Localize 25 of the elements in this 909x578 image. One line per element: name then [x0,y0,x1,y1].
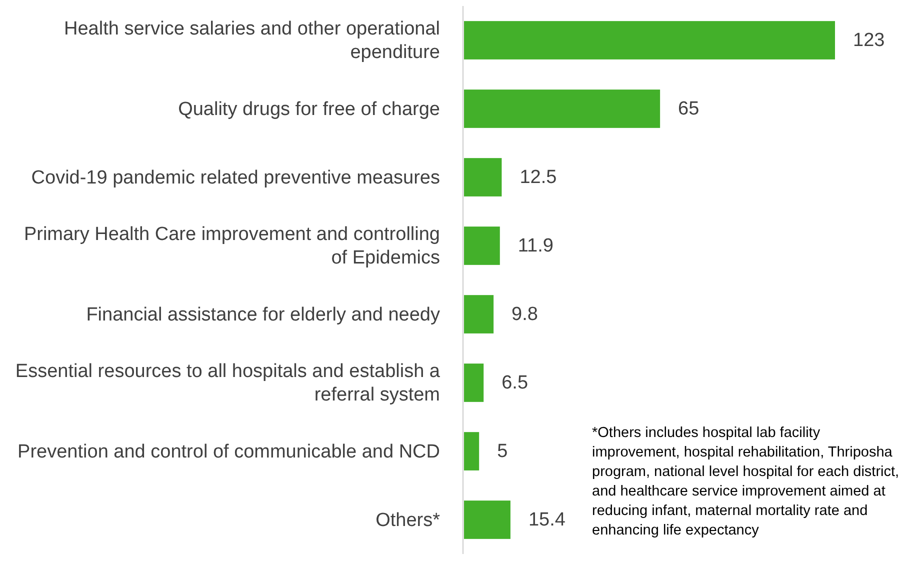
data-label: 12.5 [520,166,557,188]
bar [464,500,510,539]
data-label: 9.8 [512,304,538,325]
data-label: 123 [853,30,885,51]
y-tick-label: Financial assistance for elderly and needy [86,304,440,325]
data-label: 15.4 [528,509,566,530]
bar [464,158,502,196]
bar [464,364,484,402]
bar [464,21,835,60]
bar [464,432,480,470]
bar [464,295,494,334]
y-tick-label: Health service salaries and other operational ependiture [64,18,440,63]
data-label: 5 [497,440,508,462]
y-tick-label: Covid-19 pandemic related preventive measures [31,166,440,188]
y-tick-label: Essential resources to all hospitals and establish a referral system [15,360,440,406]
y-tick-label: Prevention and control of communicable and NCD [18,440,440,462]
y-tick-label: Others* [376,509,441,530]
annotation: *Others includes hospital lab facility improvement, hospital rehabilitation, Thriposha program, national level hospital for each district, and healthcare service improvement aimed at reducing infant, maternal mortality rate and enhancing life expectancy [592,425,900,538]
data-label: 6.5 [502,372,528,394]
y-tick-label: Quality drugs for free of charge [178,98,440,120]
bar [464,226,500,265]
y-tick-label: Primary Health Care improvement and controlling of Epidemics [24,223,440,268]
bar [464,90,660,128]
data-label: 11.9 [518,235,554,256]
data-label: 65 [678,98,700,120]
